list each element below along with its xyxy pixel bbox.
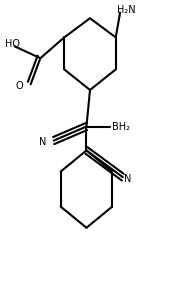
Text: BH₂: BH₂ [112, 122, 130, 131]
Text: O: O [15, 81, 23, 91]
Text: N: N [39, 137, 46, 147]
Text: N: N [124, 174, 131, 183]
Text: HO: HO [5, 39, 20, 49]
Text: H₂N: H₂N [117, 5, 135, 15]
